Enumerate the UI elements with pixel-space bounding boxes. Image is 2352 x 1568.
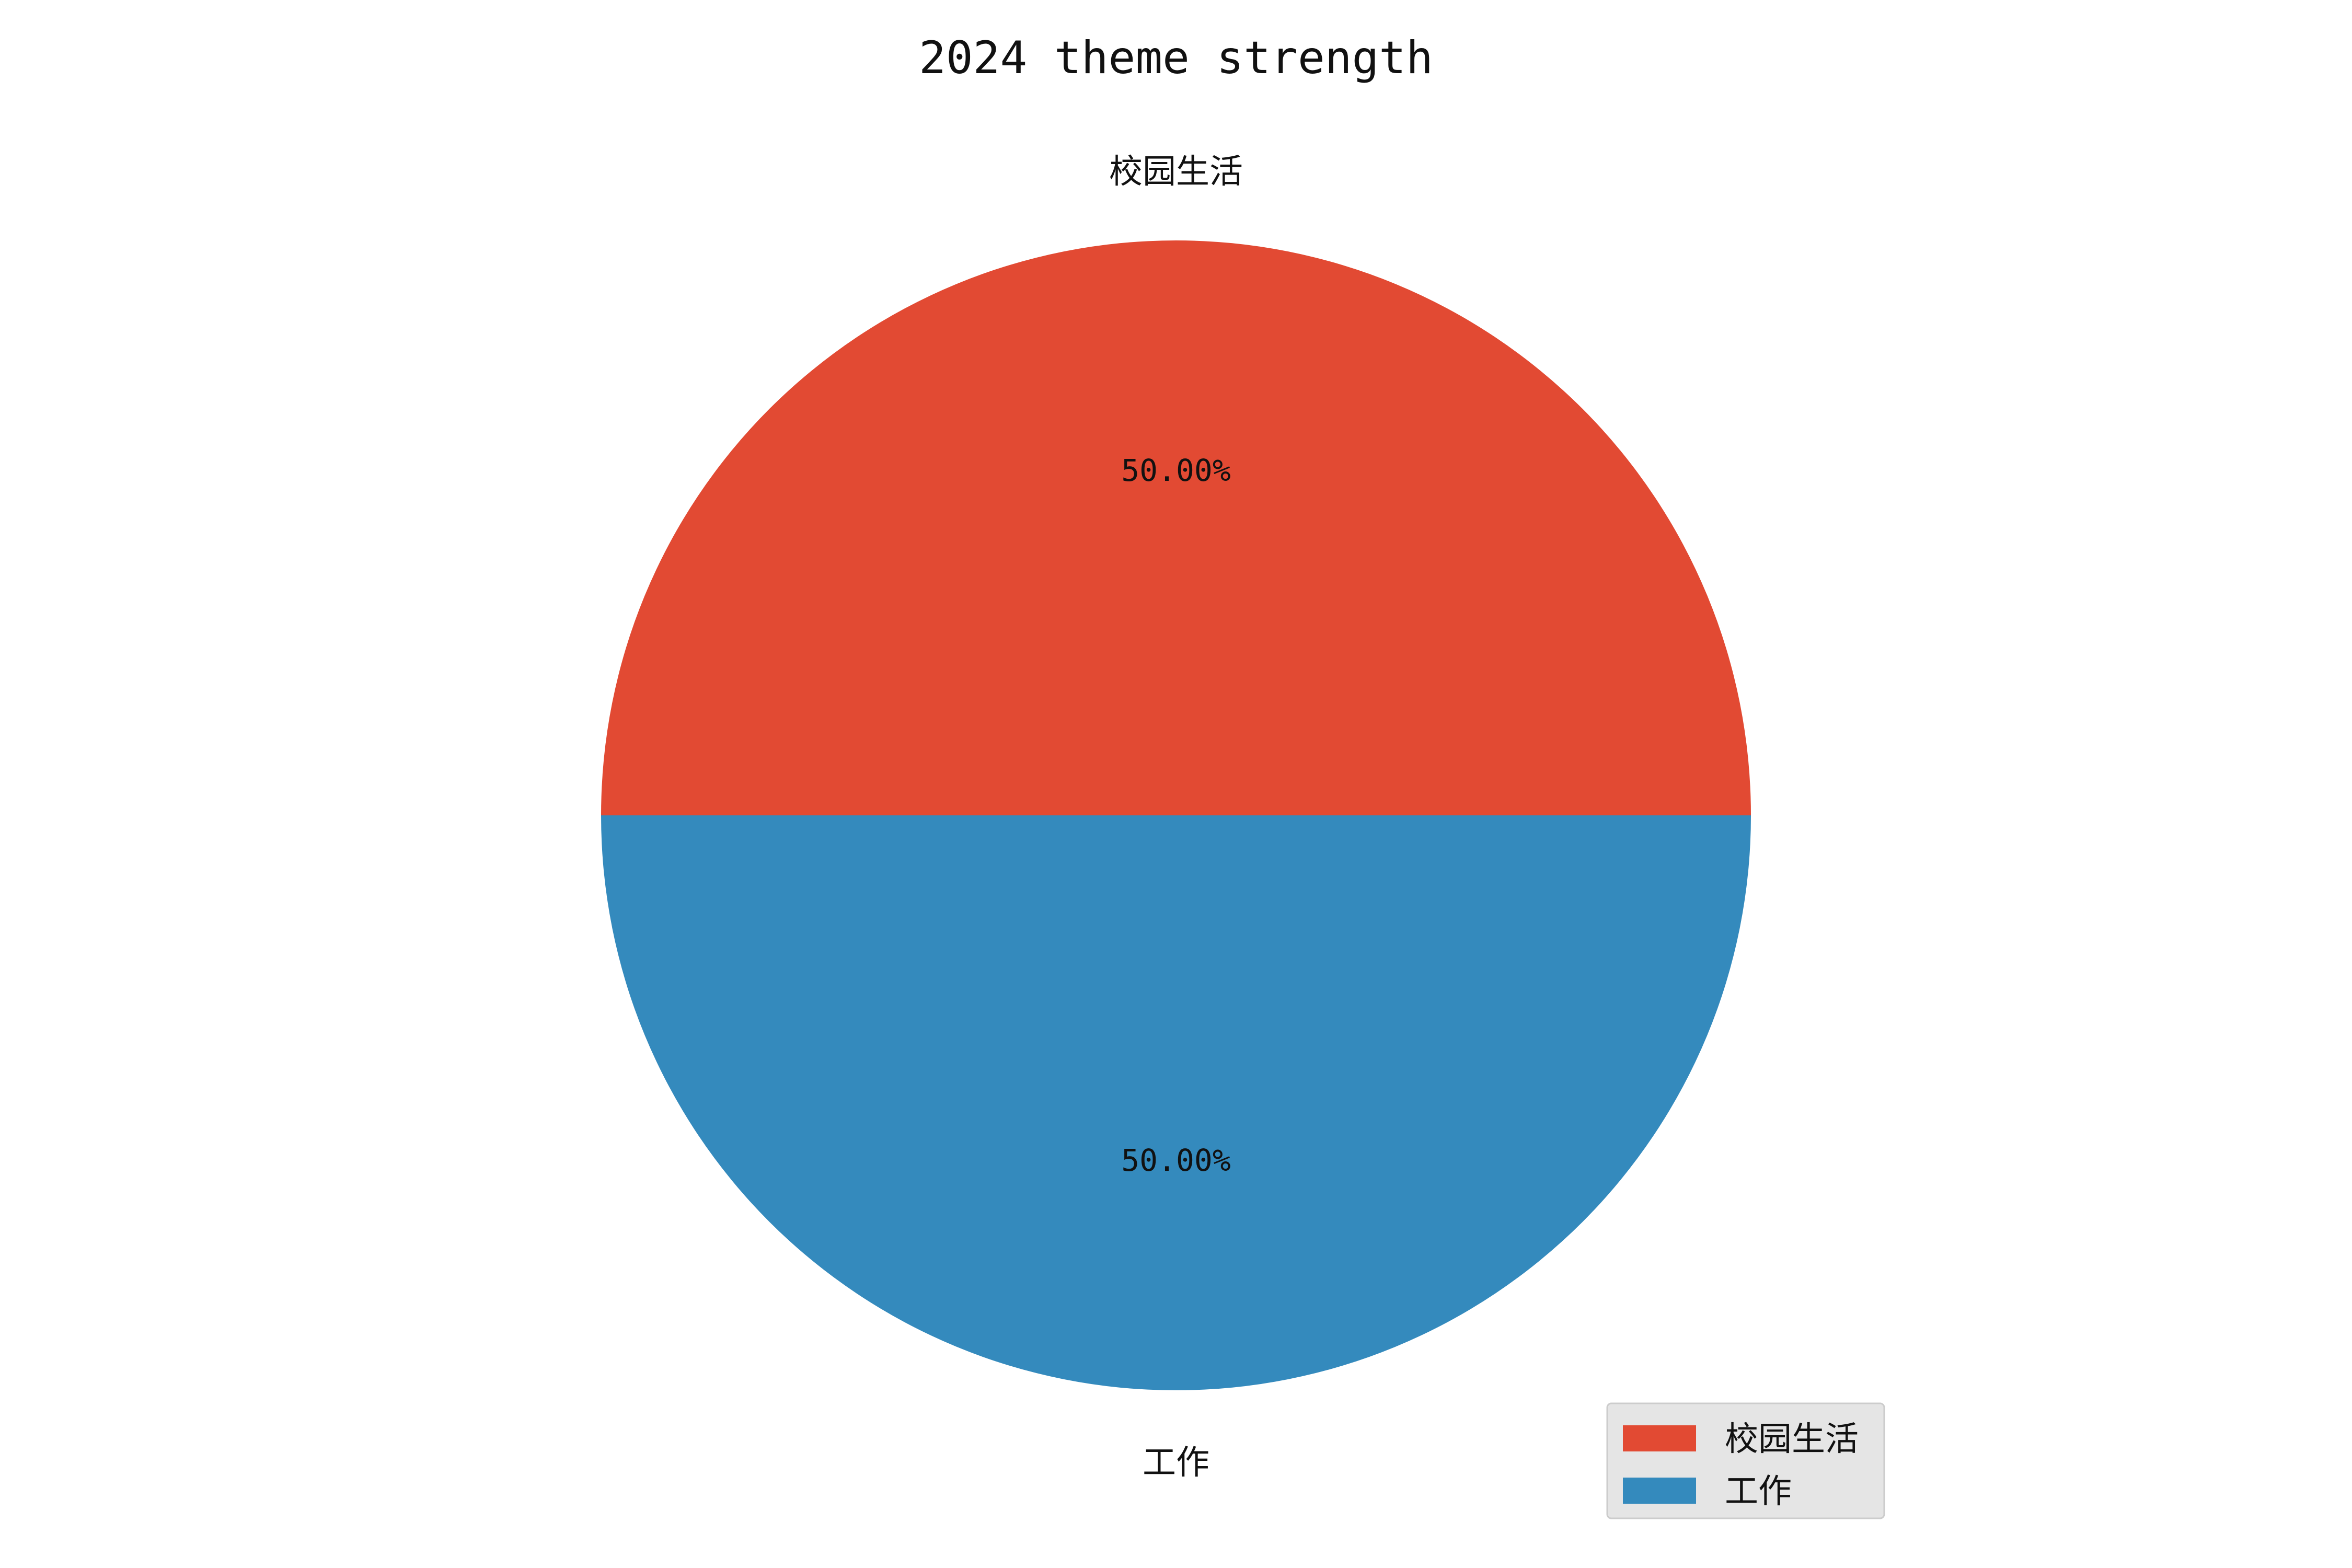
pie-slice	[601, 240, 1751, 815]
legend-swatch	[1623, 1478, 1696, 1504]
pie-slice	[601, 815, 1751, 1390]
legend-label: 校园生活	[1725, 1420, 1859, 1459]
legend-label: 工作	[1725, 1472, 1792, 1511]
pie-slices	[601, 240, 1751, 1390]
pie-labels: 校园生活 50.00% 工作 50.00%	[1109, 153, 1243, 1482]
slice-category-label: 工作	[1143, 1444, 1209, 1482]
slice-category-label: 校园生活	[1109, 153, 1243, 191]
chart-title: 2024 theme strength	[919, 32, 1433, 84]
legend-swatch	[1623, 1425, 1696, 1451]
slice-percent-label: 50.00%	[1121, 453, 1231, 488]
slice-percent-label: 50.00%	[1121, 1143, 1231, 1178]
